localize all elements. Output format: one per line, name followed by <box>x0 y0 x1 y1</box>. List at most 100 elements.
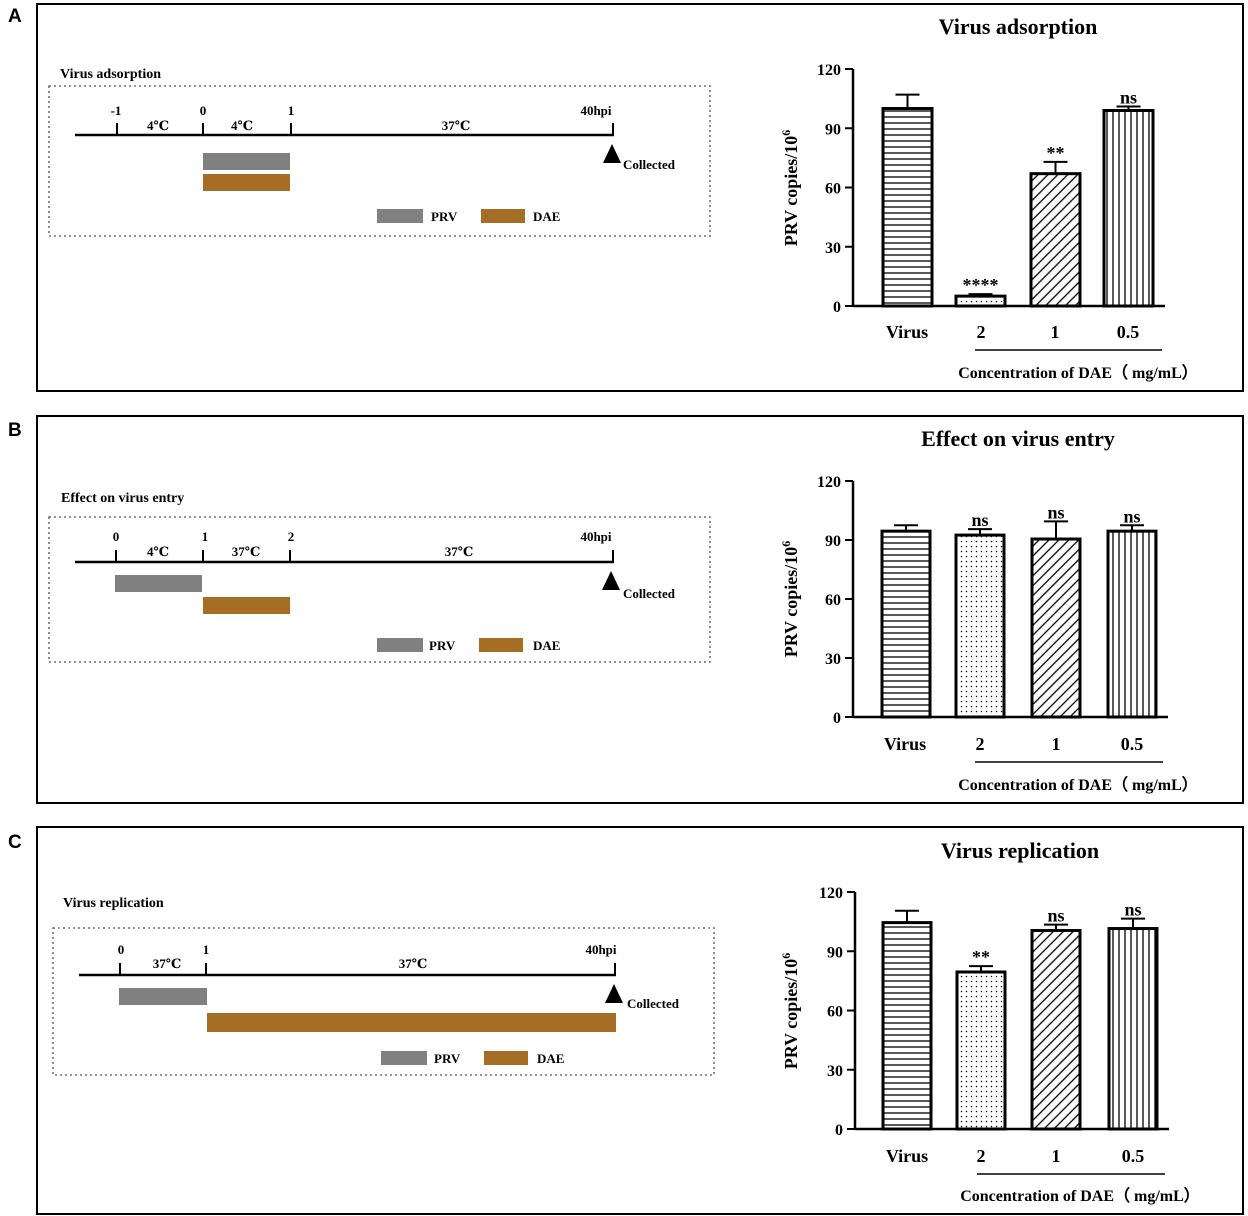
legend-dae-label: DAE <box>533 638 560 653</box>
legend-prv-swatch <box>377 638 423 652</box>
significance-label: ** <box>972 947 990 967</box>
collected-arrow-icon <box>605 984 623 1003</box>
schematic-dotted-box <box>48 516 711 663</box>
significance-label: ns <box>1120 88 1137 108</box>
legend-prv-label: PRV <box>431 209 458 224</box>
schematic-b: Effect on virus entry 0 1 2 40hpi 4℃ 37℃… <box>48 491 711 663</box>
category-label: 0.5 <box>1117 322 1140 342</box>
time-label: 40hpi <box>580 103 611 118</box>
temp-label: 37℃ <box>445 544 474 559</box>
category-label: 1 <box>1051 322 1060 342</box>
panel-b-frame <box>36 415 1244 804</box>
time-label: 0 <box>200 103 207 118</box>
category-label: Virus <box>886 322 928 342</box>
y-tick-label: 120 <box>817 62 841 79</box>
bar <box>1102 108 1155 308</box>
significance-label: ** <box>1047 143 1065 163</box>
category-label: Virus <box>884 734 926 754</box>
bar <box>880 529 932 719</box>
time-label: 40hpi <box>580 529 611 544</box>
category-label: 1 <box>1052 1146 1061 1166</box>
y-tick-label: 0 <box>835 1122 843 1139</box>
category-label: 1 <box>1052 734 1061 754</box>
prv-bar <box>115 575 202 592</box>
category-label: 2 <box>976 734 985 754</box>
panel-letter-b: B <box>8 420 22 441</box>
category-label: 2 <box>977 322 986 342</box>
bar <box>1029 172 1082 308</box>
panel-c-frame <box>36 826 1244 1215</box>
y-tick-label: 0 <box>833 710 841 727</box>
bar-chart-a: Virus adsorption Concentration of DAE（ m… <box>779 14 1198 382</box>
category-label: 0.5 <box>1122 1146 1145 1166</box>
y-axis-label: PRV copies/106 <box>779 130 801 247</box>
legend-prv-swatch <box>377 209 423 223</box>
y-tick-label: 90 <box>827 944 843 961</box>
time-label: 1 <box>203 942 210 957</box>
y-tick-label: 0 <box>833 299 841 316</box>
schematic-title: Virus replication <box>63 896 164 911</box>
dae-bar <box>203 597 290 614</box>
temp-label: 37℃ <box>153 956 182 971</box>
temp-label: 37℃ <box>399 956 428 971</box>
time-label: 40hpi <box>585 942 616 957</box>
y-tick-label: 120 <box>817 474 841 491</box>
dae-bar <box>207 1013 616 1032</box>
collected-arrow-icon <box>602 571 620 590</box>
chart-title: Effect on virus entry <box>921 426 1115 451</box>
x-axis-label: Concentration of DAE（ mg/mL） <box>960 1187 1200 1205</box>
schematic-title: Effect on virus entry <box>61 491 184 506</box>
y-tick-label: 60 <box>827 1004 843 1021</box>
y-axis-label: PRV copies/106 <box>779 953 801 1070</box>
significance-label: ns <box>1124 900 1141 920</box>
time-label: 0 <box>113 529 120 544</box>
y-tick-label: 60 <box>825 592 841 609</box>
legend-dae-label: DAE <box>537 1051 564 1066</box>
temp-label: 37℃ <box>232 544 261 559</box>
bar <box>1030 537 1082 719</box>
y-tick-label: 90 <box>825 533 841 550</box>
significance-label: ns <box>1047 502 1064 522</box>
collected-arrow-icon <box>603 144 621 163</box>
legend-dae-swatch <box>481 209 525 223</box>
bar <box>881 107 934 308</box>
legend-prv-label: PRV <box>434 1051 461 1066</box>
temp-label: 4℃ <box>231 118 253 133</box>
bar <box>954 294 1007 308</box>
significance-label: ns <box>971 510 988 530</box>
category-label: 2 <box>977 1146 986 1166</box>
time-label: -1 <box>111 103 122 118</box>
bar <box>1107 927 1159 1131</box>
significance-label: ns <box>1047 906 1064 926</box>
collected-label: Collected <box>623 157 676 172</box>
y-axis-label: PRV copies/106 <box>779 541 801 658</box>
schematic-dotted-box <box>48 85 711 237</box>
significance-label: **** <box>963 275 999 295</box>
bar <box>1030 929 1082 1131</box>
schematic-dotted-box <box>52 927 715 1076</box>
x-axis-label: Concentration of DAE（ mg/mL） <box>958 776 1198 794</box>
legend-dae-label: DAE <box>533 209 560 224</box>
x-axis-label: Concentration of DAE（ mg/mL） <box>958 364 1198 382</box>
temp-label: 4℃ <box>147 544 169 559</box>
schematic-title: Virus adsorption <box>60 67 161 82</box>
bar <box>954 533 1006 719</box>
panel-letter-a: A <box>8 6 22 27</box>
prv-bar <box>203 153 290 170</box>
collected-label: Collected <box>627 996 680 1011</box>
schematic-c: Virus replication 0 1 40hpi 37℃ 37℃ Coll… <box>52 896 715 1076</box>
time-label: 1 <box>288 103 295 118</box>
bar <box>1106 529 1158 719</box>
schematic-a: Virus adsorption -1 0 1 40hpi 4℃ 4℃ 37℃ … <box>48 67 711 237</box>
legend-prv-swatch <box>381 1051 427 1065</box>
time-label: 0 <box>118 942 125 957</box>
y-tick-label: 30 <box>827 1063 843 1080</box>
y-tick-label: 30 <box>825 651 841 668</box>
panel-letter-c: C <box>8 832 22 853</box>
temp-label: 37℃ <box>442 118 471 133</box>
time-label: 1 <box>202 529 209 544</box>
bar <box>955 970 1007 1131</box>
bar <box>881 921 933 1131</box>
category-label: Virus <box>886 1146 928 1166</box>
